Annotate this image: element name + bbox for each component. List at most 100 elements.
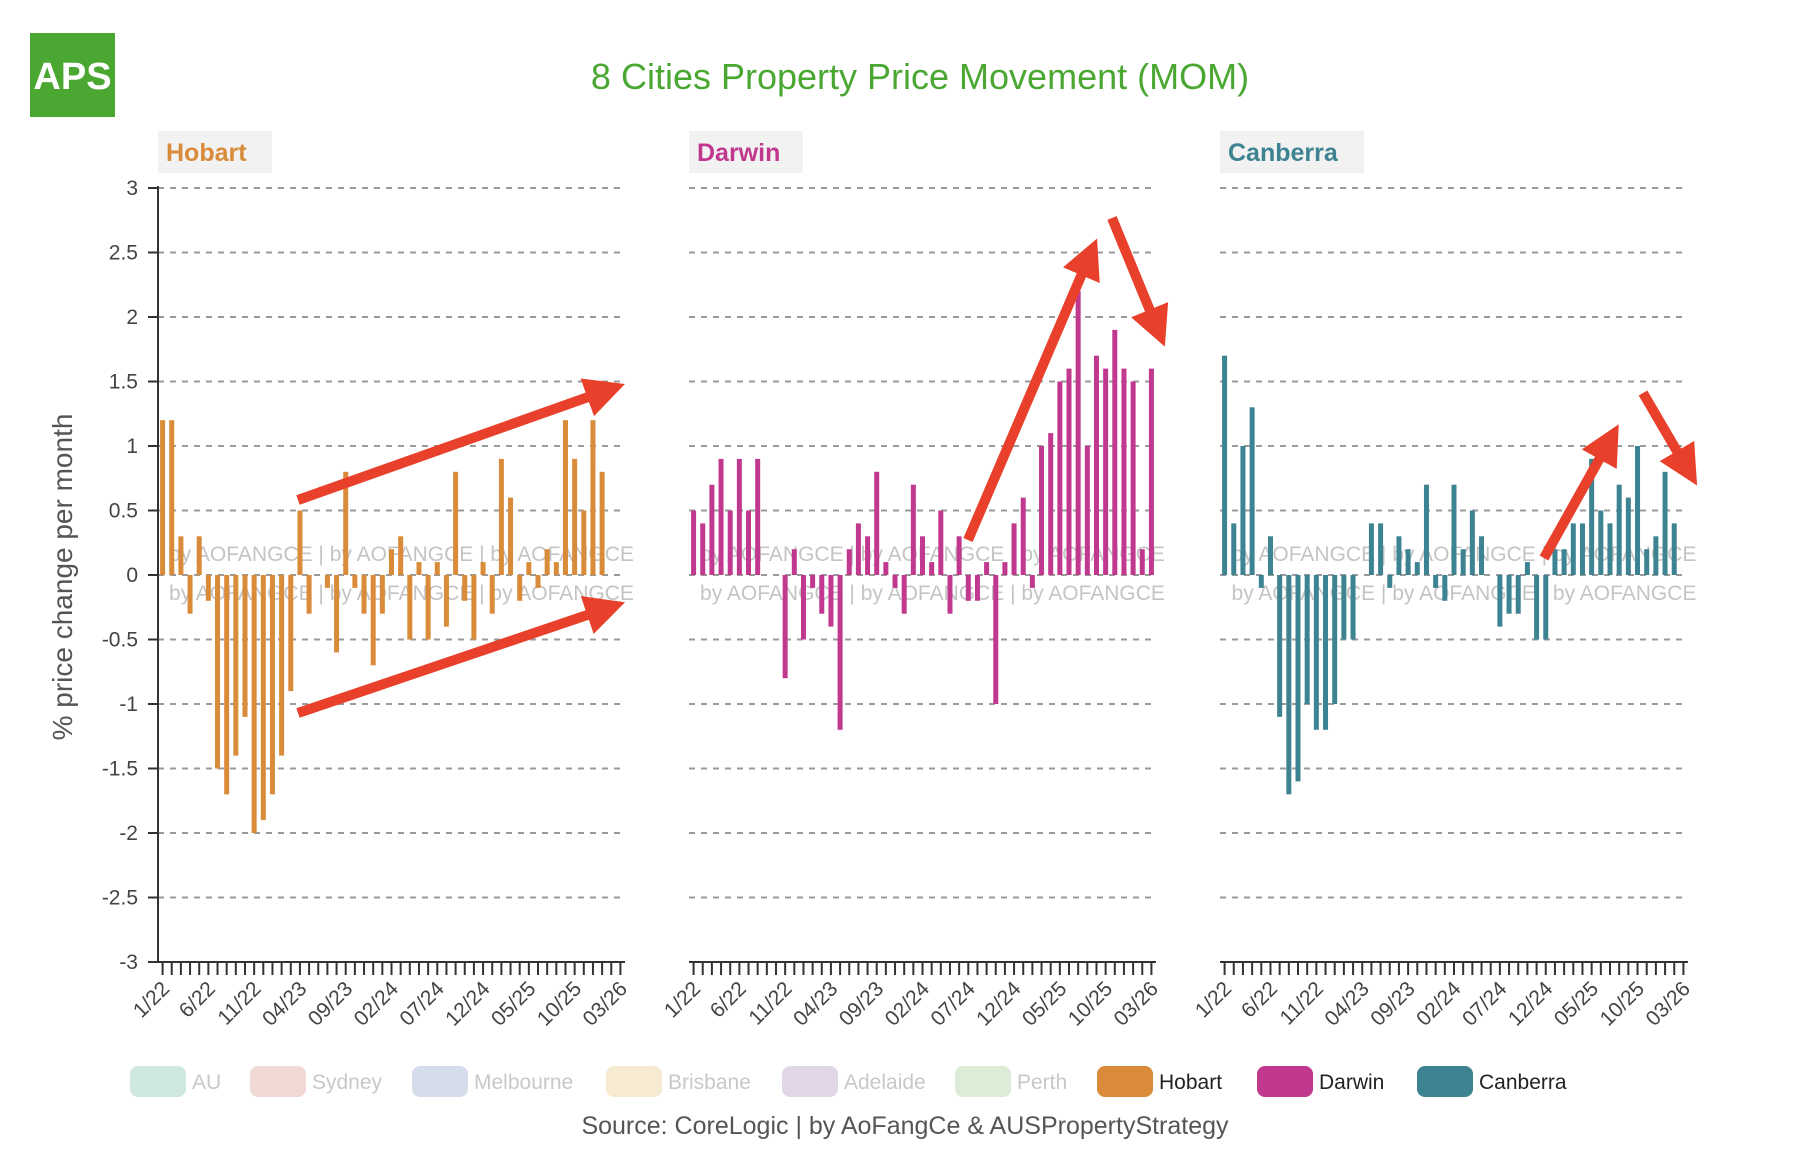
legend-label: Adelaide [844,1071,926,1094]
hobart-upper-trend-arrow [296,378,625,505]
bar-darwin [1075,291,1081,575]
x-tick-label: 02/24 [1412,977,1466,1031]
x-tick-label: 09/23 [1366,977,1419,1030]
legend-item-canberra[interactable]: Canberra [1417,1066,1567,1097]
canberra-rise-trend-arrow [1539,424,1619,561]
y-tick-label: 0 [126,564,138,587]
legend-item-melbourne[interactable]: Melbourne [412,1066,573,1097]
bar-darwin [938,510,944,575]
facet-label-bg [158,131,272,173]
bar-canberra [1616,484,1622,575]
bar-hobart [160,420,166,575]
hobart-lower-trend-arrow [296,596,626,718]
bar-darwin [892,575,898,588]
legend-label: Perth [1017,1071,1067,1094]
bar-darwin [1029,575,1035,588]
bar-canberra [1460,549,1466,575]
bar-darwin [846,549,852,575]
bar-canberra [1368,523,1374,575]
bar-darwin [1048,433,1054,575]
x-axis: 1/22 6/2211/2204/2309/2302/2407/2412/2405… [129,961,1695,1031]
x-tick-label: 1/22 [1191,977,1236,1022]
bar-canberra [1515,575,1521,614]
facet-label-canberra: Canberra [1220,131,1364,173]
bar-hobart [169,420,175,575]
logo-badge [30,33,115,117]
bar-darwin [1121,368,1127,575]
legend-swatch [955,1066,1011,1097]
bars [160,291,1677,833]
legend-item-adelaide[interactable]: Adelaide [782,1066,926,1097]
legend-swatch [606,1066,662,1097]
bar-canberra [1405,549,1411,575]
bar-darwin [1148,368,1154,575]
bar-canberra [1433,575,1439,588]
bar-canberra [1231,523,1237,575]
y-tick-label: 0.5 [109,500,138,523]
y-tick-label: -3 [119,951,138,974]
legend-item-hobart[interactable]: Hobart [1097,1066,1222,1097]
bar-hobart [187,575,193,614]
bar-darwin [1103,368,1109,575]
facet-labels: Hobart Darwin Canberra [158,131,1364,173]
bar-darwin [993,575,999,704]
legend-item-sydney[interactable]: Sydney [250,1066,383,1097]
bar-darwin [718,458,724,575]
bar-darwin [755,458,761,575]
bar-darwin [736,458,742,575]
bar-darwin [837,575,843,730]
bar-darwin [984,562,990,575]
bar-hobart [215,575,221,769]
watermark-line: by AOFANGCE | by AOFANGCE | by AOFANGCE [1232,582,1697,605]
bar-canberra [1350,575,1356,640]
x-tick-label: 02/24 [350,977,404,1031]
x-tick-label: 07/24 [926,977,980,1031]
bar-canberra [1552,549,1558,575]
watermark-line: by AOFANGCE | by AOFANGCE | by AOFANGCE [700,582,1165,605]
bar-darwin [1002,562,1008,575]
bar-hobart [407,575,413,640]
x-tick-label: 11/22 [1276,977,1328,1029]
bar-canberra [1607,523,1613,575]
legend-swatch [1257,1066,1313,1097]
bar-hobart [297,510,303,575]
bar-canberra [1671,523,1677,575]
bar-canberra [1249,407,1255,575]
watermark-line: by AOFANGCE | by AOFANGCE | by AOFANGCE [169,582,634,605]
bar-darwin [1130,381,1136,575]
bar-canberra [1378,523,1384,575]
x-tick-label: 12/24 [972,977,1026,1031]
bar-darwin [828,575,834,627]
bar-hobart [535,575,541,588]
x-tick-label: 10/25 [1596,977,1649,1030]
bar-darwin [920,536,925,575]
legend-label: Darwin [1319,1071,1384,1094]
x-tick-label: 6/22 [706,977,751,1022]
bar-hobart [242,575,248,717]
bar-darwin [865,536,871,575]
bar-darwin [800,575,806,640]
bar-darwin [1139,549,1145,575]
legend-item-perth[interactable]: Perth [955,1066,1067,1097]
legend-label: Canberra [1479,1071,1567,1094]
legend-item-darwin[interactable]: Darwin [1257,1066,1384,1097]
y-tick-label: -1.5 [102,758,138,781]
bar-canberra [1313,575,1319,730]
bar-canberra [1561,549,1567,575]
legend-item-brisbane[interactable]: Brisbane [606,1066,751,1097]
bar-darwin [700,523,706,575]
bar-hobart [196,536,202,575]
legend-item-au[interactable]: AU [130,1066,221,1097]
bar-darwin [1011,523,1017,575]
trend-arrows [296,216,1698,718]
bar-canberra [1414,562,1420,575]
bar-canberra [1598,510,1604,575]
bar-canberra [1332,575,1338,704]
bar-canberra [1644,549,1650,575]
bar-hobart [306,575,312,614]
bar-hobart [443,575,449,627]
y-tick-label: -2 [119,822,138,845]
bar-canberra [1295,575,1301,782]
bar-darwin [910,484,916,575]
y-tick-label: 1.5 [109,371,138,394]
